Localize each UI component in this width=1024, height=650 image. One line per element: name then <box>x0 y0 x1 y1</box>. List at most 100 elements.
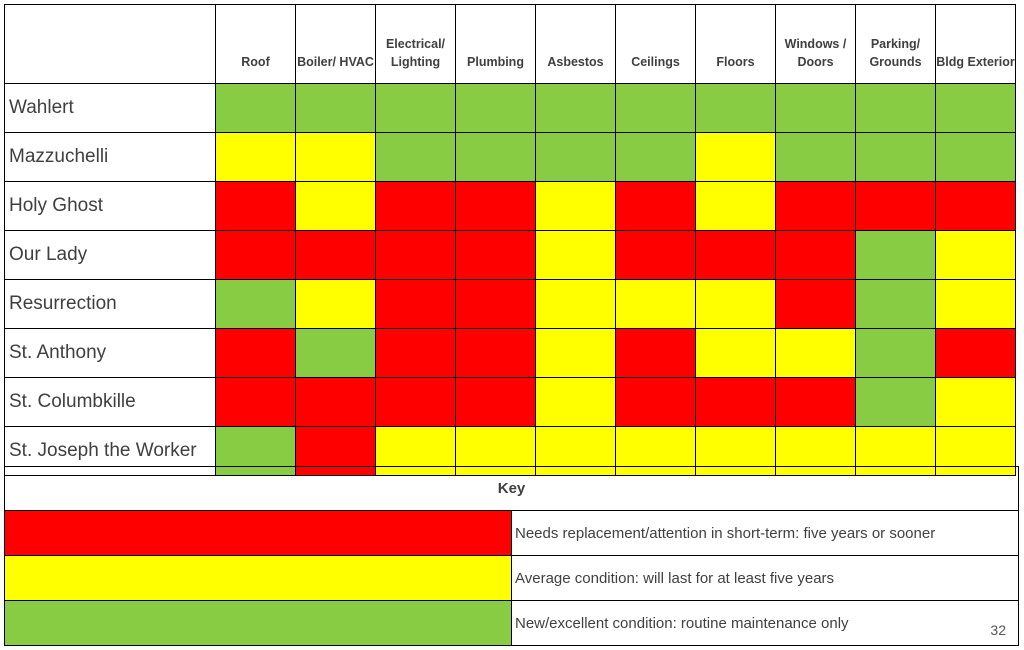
header-row: Roof Boiler/ HVAC Electrical/ Lighting P… <box>4 4 1016 84</box>
key-table: Key Needs replacement/attention in short… <box>4 466 1019 646</box>
rating-cell-green <box>455 132 536 182</box>
rating-cell-green <box>375 132 456 182</box>
key-header-row: Key <box>4 466 1019 511</box>
rating-cell-red <box>935 181 1016 231</box>
rating-cell-yellow <box>535 230 616 280</box>
table-row: St. Anthony <box>4 328 1016 378</box>
key-row: New/excellent condition: routine mainten… <box>4 600 1019 646</box>
rating-cell-red <box>775 181 856 231</box>
rating-cell-yellow <box>295 279 376 329</box>
rating-cell-yellow <box>535 328 616 378</box>
key-row: Average condition: will last for at leas… <box>4 555 1019 601</box>
corner-cell <box>4 4 216 84</box>
school-name: Resurrection <box>4 279 216 329</box>
rating-cell-green <box>295 328 376 378</box>
rating-cell-red <box>215 328 296 378</box>
rating-cell-green <box>855 279 936 329</box>
table-row: Mazzuchelli <box>4 132 1016 182</box>
rating-cell-red <box>375 328 456 378</box>
key-label: Average condition: will last for at leas… <box>511 555 1019 601</box>
rating-cell-green <box>855 230 936 280</box>
rating-cell-green <box>855 83 936 133</box>
key-label: New/excellent condition: routine mainten… <box>511 600 1019 646</box>
rating-cell-green <box>615 132 696 182</box>
rating-cell-red <box>375 377 456 427</box>
table-row: Wahlert <box>4 83 1016 133</box>
rating-cell-red <box>615 230 696 280</box>
column-header: Electrical/ Lighting <box>375 4 456 84</box>
school-name: Wahlert <box>4 83 216 133</box>
column-header: Floors <box>695 4 776 84</box>
rating-cell-red <box>455 230 536 280</box>
rating-cell-red <box>695 377 776 427</box>
rating-cell-red <box>695 230 776 280</box>
key-swatch-red <box>4 510 512 556</box>
rating-cell-red <box>455 328 536 378</box>
rating-cell-red <box>615 181 696 231</box>
rating-cell-red <box>215 181 296 231</box>
rating-cell-yellow <box>535 181 616 231</box>
rating-cell-green <box>855 132 936 182</box>
rating-cell-yellow <box>775 328 856 378</box>
rating-cell-yellow <box>695 328 776 378</box>
rating-cell-yellow <box>535 377 616 427</box>
table-row: Resurrection <box>4 279 1016 329</box>
rating-cell-yellow <box>935 377 1016 427</box>
column-header: Windows / Doors <box>775 4 856 84</box>
rating-cell-red <box>375 230 456 280</box>
school-name: Mazzuchelli <box>4 132 216 182</box>
rating-cell-yellow <box>535 279 616 329</box>
rating-cell-green <box>695 83 776 133</box>
rating-cell-red <box>855 181 936 231</box>
column-header: Roof <box>215 4 296 84</box>
rating-cell-yellow <box>295 132 376 182</box>
rating-cell-green <box>455 83 536 133</box>
rating-cell-red <box>775 279 856 329</box>
rating-cell-green <box>535 132 616 182</box>
rating-cell-yellow <box>695 279 776 329</box>
rating-cell-yellow <box>935 279 1016 329</box>
key-row: Needs replacement/attention in short-ter… <box>4 510 1019 556</box>
school-name: Holy Ghost <box>4 181 216 231</box>
column-header: Parking/ Grounds <box>855 4 936 84</box>
rating-cell-red <box>295 377 376 427</box>
column-header: Boiler/ HVAC <box>295 4 376 84</box>
rating-cell-yellow <box>615 279 696 329</box>
rating-cell-red <box>375 181 456 231</box>
rating-cell-green <box>775 132 856 182</box>
column-header: Bldg Exterior <box>935 4 1016 84</box>
rating-cell-red <box>455 181 536 231</box>
rating-cell-red <box>775 230 856 280</box>
rating-cell-green <box>295 83 376 133</box>
rating-cell-green <box>375 83 456 133</box>
rating-cell-green <box>855 377 936 427</box>
rating-cell-green <box>615 83 696 133</box>
rating-cell-yellow <box>935 230 1016 280</box>
rating-cell-green <box>215 83 296 133</box>
page-number: 32 <box>990 622 1006 638</box>
rating-cell-red <box>615 328 696 378</box>
rating-cell-red <box>295 230 376 280</box>
school-name: Our Lady <box>4 230 216 280</box>
rating-cell-green <box>855 328 936 378</box>
key-swatch-green <box>4 600 512 646</box>
rating-cell-green <box>215 279 296 329</box>
rating-cell-red <box>375 279 456 329</box>
column-header: Ceilings <box>615 4 696 84</box>
facility-condition-table: Roof Boiler/ HVAC Electrical/ Lighting P… <box>4 4 1016 476</box>
rating-cell-red <box>455 279 536 329</box>
rating-cell-green <box>535 83 616 133</box>
column-header: Plumbing <box>455 4 536 84</box>
rating-cell-red <box>455 377 536 427</box>
rating-cell-red <box>775 377 856 427</box>
rating-cell-yellow <box>295 181 376 231</box>
table-row: Holy Ghost <box>4 181 1016 231</box>
rating-cell-green <box>935 83 1016 133</box>
key-label: Needs replacement/attention in short-ter… <box>511 510 1019 556</box>
table-row: Our Lady <box>4 230 1016 280</box>
rating-cell-red <box>615 377 696 427</box>
rating-cell-red <box>215 230 296 280</box>
table-row: St. Columbkille <box>4 377 1016 427</box>
rating-cell-green <box>935 132 1016 182</box>
column-header: Asbestos <box>535 4 616 84</box>
